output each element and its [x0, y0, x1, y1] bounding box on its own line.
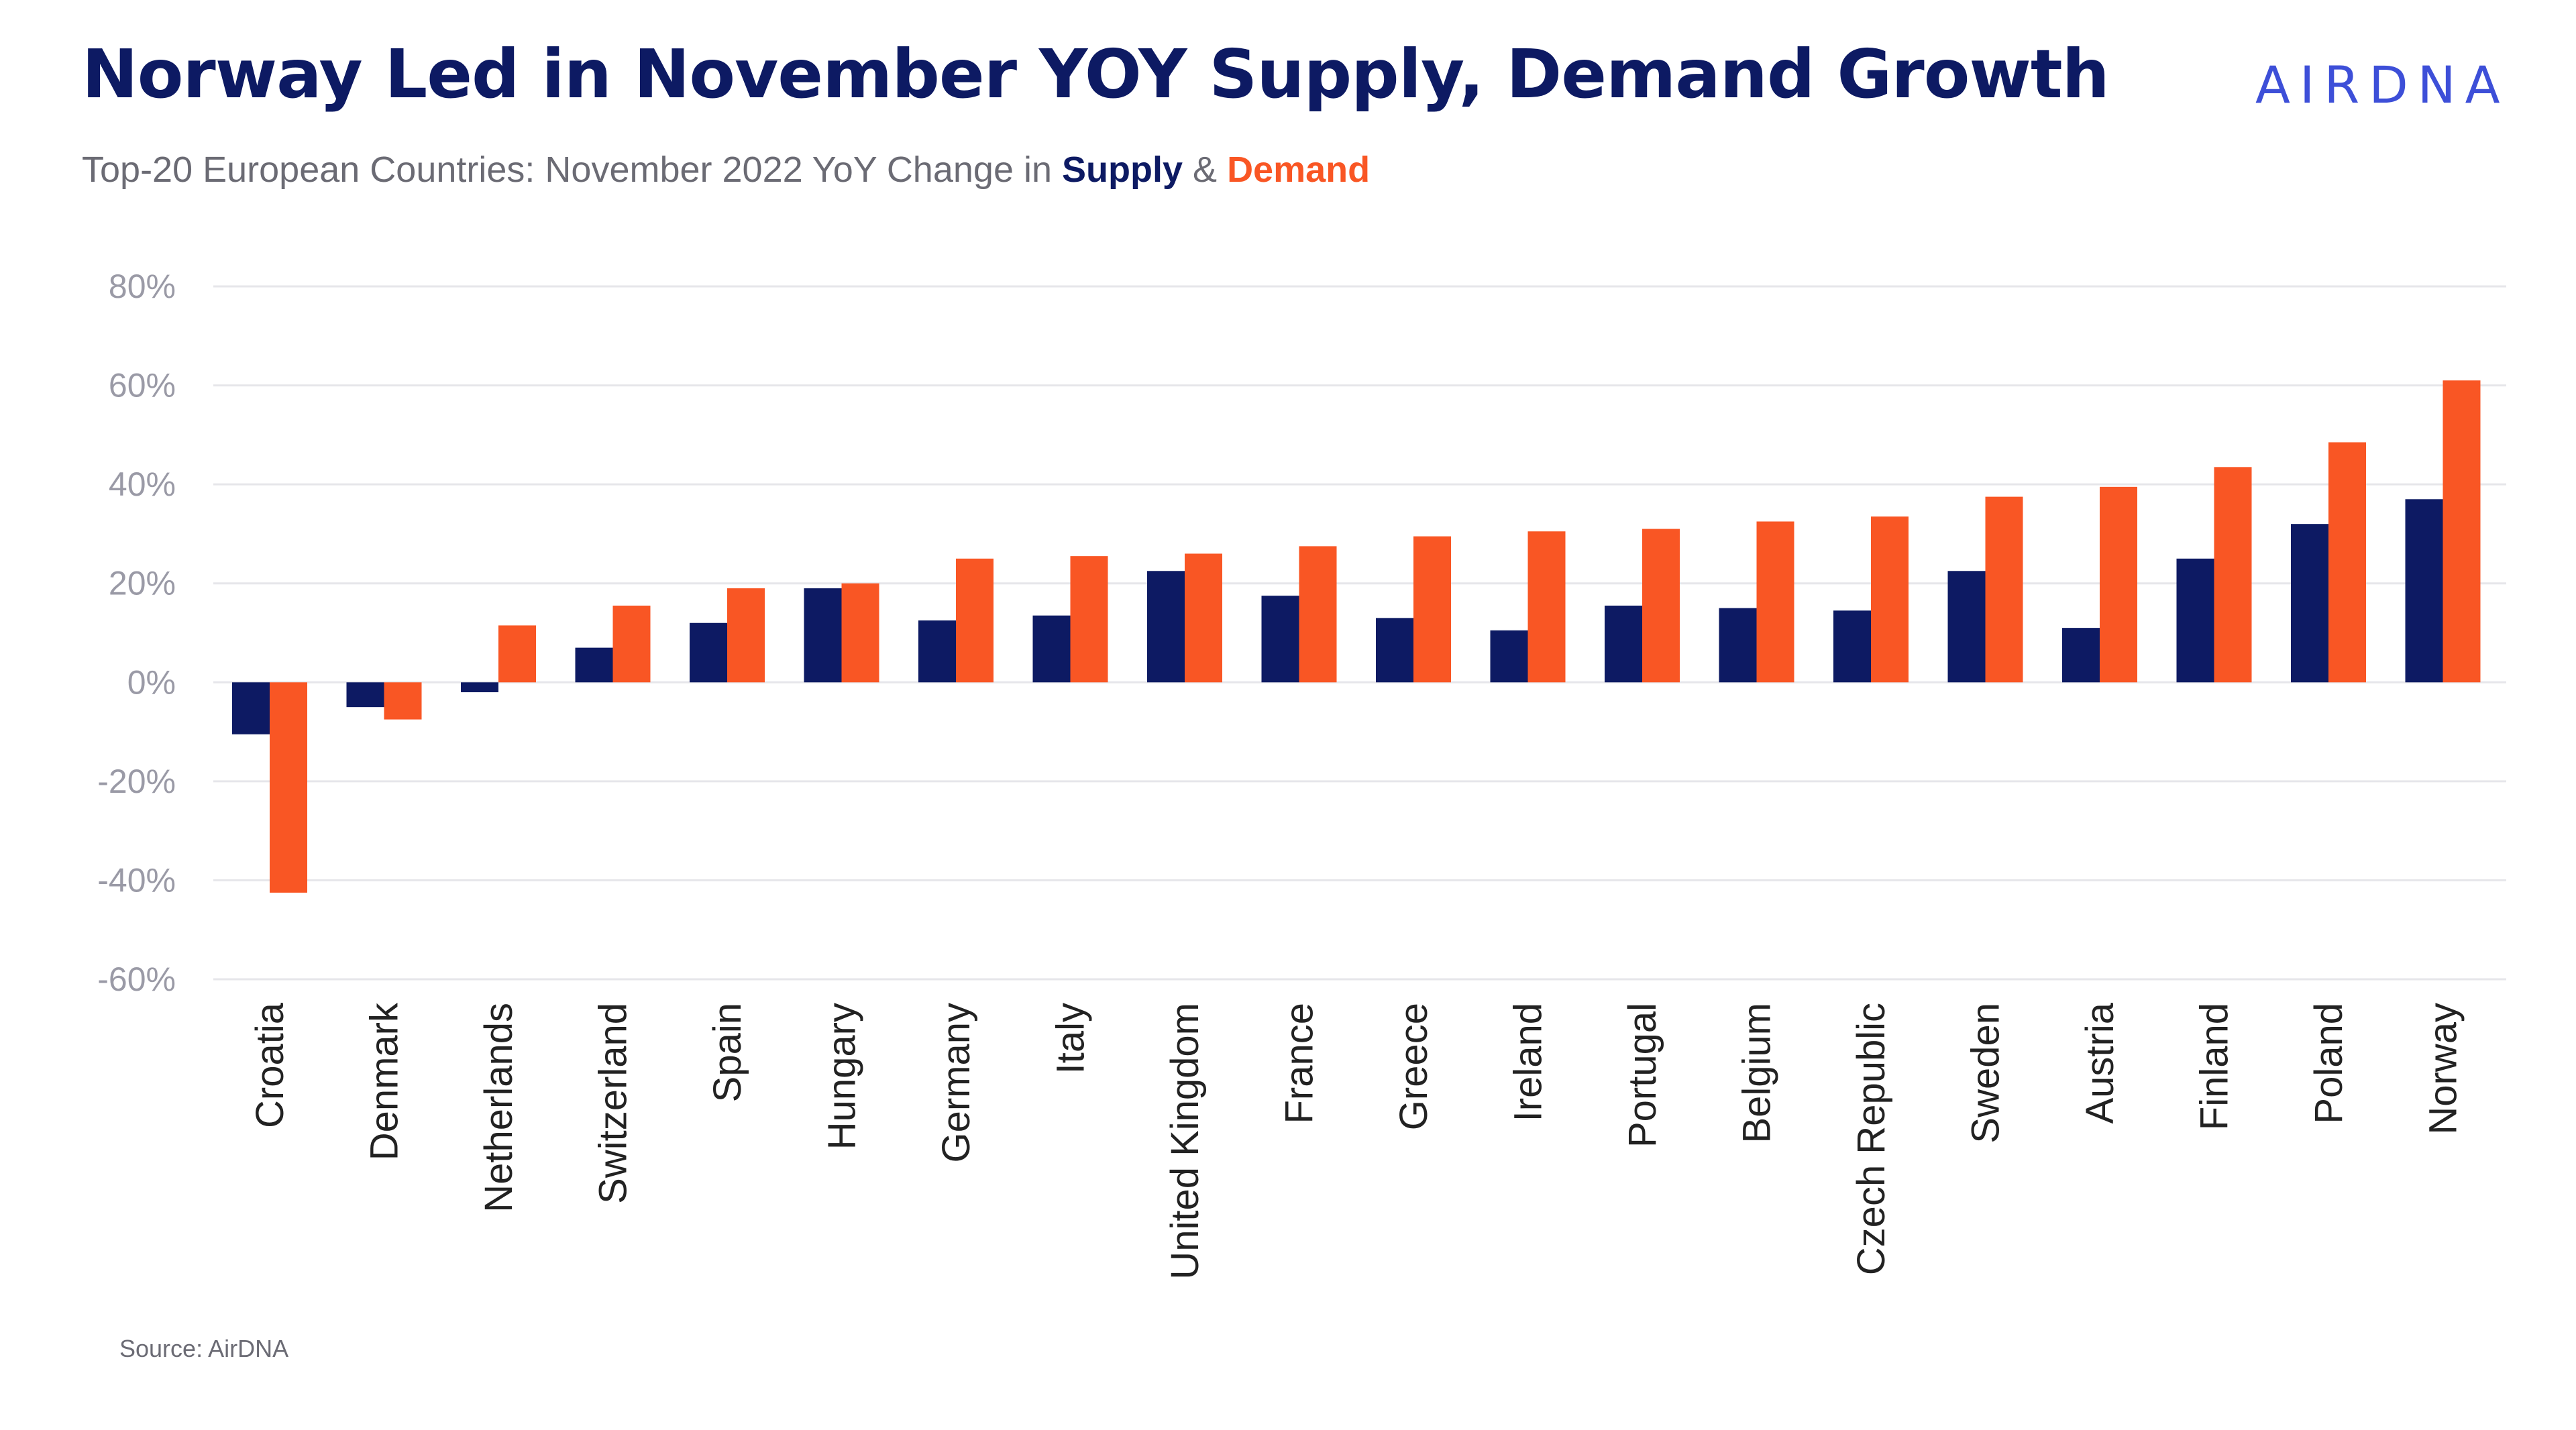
subtitle-demand-label: Demand [1227, 150, 1371, 190]
x-tick-label: Portugal [1621, 1003, 1664, 1148]
supply-bar-poland [2291, 524, 2328, 683]
demand-bar-czech-republic [1871, 516, 1909, 683]
demand-bar-finland [2214, 467, 2252, 683]
demand-bar-belgium [1756, 521, 1794, 683]
supply-bar-norway [2405, 499, 2443, 683]
supply-bar-portugal [1605, 605, 1642, 683]
supply-bar-switzerland [575, 647, 613, 683]
subtitle-supply-label: Supply [1062, 150, 1183, 190]
x-tick-label: Sweden [1964, 1003, 2008, 1144]
subtitle-ampersand: & [1183, 150, 1228, 190]
supply-bar-italy [1032, 615, 1071, 683]
supply-bar-netherlands [461, 682, 498, 693]
gridlines [213, 285, 2506, 981]
supply-bar-france [1261, 596, 1299, 683]
x-tick-label: Netherlands [477, 1003, 521, 1213]
y-tick-label: -20% [97, 763, 176, 800]
x-tick-label: Czech Republic [1849, 1003, 1893, 1275]
subtitle-prefix: Top-20 European Countries: November 2022… [82, 150, 1063, 190]
supply-bar-hungary [804, 588, 842, 683]
supply-bar-croatia [232, 682, 270, 734]
supply-bar-ireland [1490, 630, 1528, 683]
x-tick-label: Finland [2193, 1003, 2237, 1130]
y-tick-label: 80% [109, 268, 176, 305]
supply-bar-finland [2176, 558, 2214, 683]
x-tick-label: Germany [934, 1003, 978, 1163]
demand-bar-spain [727, 588, 765, 683]
demand-bar-greece [1413, 536, 1451, 683]
demand-bar-italy [1070, 556, 1108, 683]
supply-bar-greece [1376, 618, 1413, 683]
supply-bar-belgium [1719, 608, 1757, 683]
supply-bar-sweden [1947, 571, 1986, 683]
supply-bar-germany [918, 620, 956, 683]
supply-bar-austria [2062, 628, 2100, 683]
demand-bar-poland [2328, 442, 2366, 683]
x-tick-label: Spain [706, 1003, 749, 1102]
y-tick-label: -40% [97, 861, 176, 899]
bars [232, 380, 2481, 893]
chart-subtitle: Top-20 European Countries: November 2022… [82, 149, 1370, 190]
x-tick-label: Croatia [248, 1002, 292, 1128]
demand-bar-croatia [270, 682, 307, 893]
chart-title: Norway Led in November YOY Supply, Deman… [82, 35, 2110, 113]
x-tick-label: United Kingdom [1163, 1003, 1207, 1280]
demand-bar-norway [2443, 380, 2481, 683]
demand-bar-netherlands [498, 625, 536, 683]
x-tick-label: Switzerland [592, 1003, 635, 1204]
x-tick-label: Italy [1049, 1003, 1093, 1074]
x-tick-label: Hungary [820, 1003, 864, 1150]
demand-bar-switzerland [612, 605, 651, 683]
x-tick-label: Belgium [1735, 1003, 1779, 1144]
y-axis-ticks: 80% 60% 40% 20% 0% -20% -40% -60% [97, 268, 176, 998]
demand-bar-ireland [1527, 531, 1566, 683]
x-axis-ticks: Croatia Denmark Netherlands Switzerland Spai… [248, 1002, 2465, 1280]
y-tick-label: 20% [109, 565, 176, 602]
demand-bar-united-kingdom [1185, 553, 1222, 683]
demand-bar-sweden [1985, 496, 2023, 683]
demand-bar-portugal [1642, 529, 1680, 683]
demand-bar-denmark [384, 682, 422, 720]
supply-bar-denmark [346, 682, 384, 708]
demand-bar-austria [2100, 486, 2137, 683]
x-tick-label: Greece [1392, 1003, 1436, 1130]
x-tick-label: France [1278, 1003, 1322, 1124]
x-tick-label: Ireland [1507, 1003, 1550, 1121]
x-tick-label: Denmark [363, 1002, 407, 1160]
y-tick-label: 40% [109, 465, 176, 503]
y-tick-label: 0% [127, 663, 176, 701]
source-note: Source: AirDNA [119, 1335, 289, 1362]
demand-bar-france [1299, 546, 1337, 683]
y-tick-label: 60% [109, 367, 176, 404]
supply-bar-spain [690, 622, 727, 683]
x-tick-label: Norway [2422, 1003, 2465, 1135]
y-tick-label: -60% [97, 960, 176, 998]
demand-bar-hungary [841, 583, 879, 683]
supply-bar-united-kingdom [1147, 571, 1185, 683]
airdna-logo: AIRDNA [2255, 55, 2510, 115]
supply-bar-czech-republic [1833, 610, 1871, 683]
x-tick-label: Poland [2307, 1003, 2351, 1124]
demand-bar-germany [956, 558, 994, 683]
x-tick-label: Austria [2078, 1002, 2122, 1123]
